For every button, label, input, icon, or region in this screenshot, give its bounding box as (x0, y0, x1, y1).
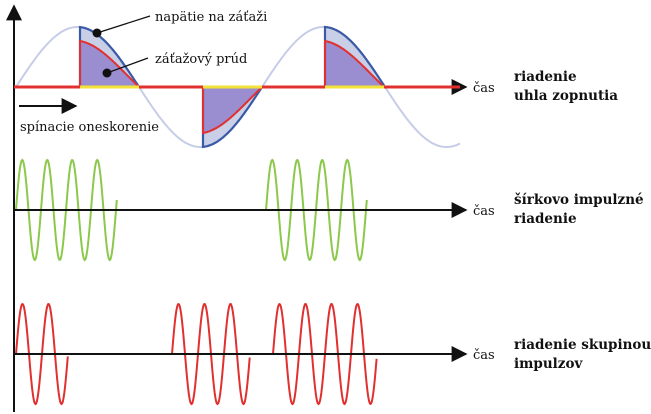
burst-wave-1 (15, 302, 69, 406)
conduction-bar-3 (325, 85, 384, 89)
load-voltage-curve-2 (201, 86, 263, 149)
load-current-leader (106, 57, 149, 74)
time-label-3: čas (473, 348, 495, 363)
panel-title-3-line1: riadenie skupinou (514, 337, 651, 353)
panel-title-2-line1: šírkovo impulzné (514, 192, 644, 208)
load-current-area-1 (80, 41, 139, 87)
load-voltage-curve-1 (78, 25, 140, 88)
load-voltage-label: napätie na záťaži (155, 10, 267, 25)
switching-delay-label: spínacie oneskorenie (20, 120, 159, 135)
pulse-width-wave-2 (265, 158, 368, 262)
load-voltage-leader (96, 15, 151, 34)
load-voltage-curve-3 (323, 25, 385, 87)
time-label-2: čas (473, 204, 495, 219)
phase-angle-panel: napätie na záťaži záťažový prúd spínacie… (14, 10, 618, 149)
load-current-curve-3 (324, 39, 385, 88)
pulse-width-panel: čas šírkovo impulzné riadenie (14, 158, 644, 262)
panel-title-3-line2: impulzov (514, 356, 583, 372)
burst-panel: čas riadenie skupinou impulzov (14, 302, 651, 406)
panel-title-2-line2: riadenie (514, 211, 577, 227)
load-current-area-3 (325, 41, 384, 87)
load-current-area-2 (203, 87, 262, 133)
conduction-bar-1 (80, 85, 139, 89)
load-current-label: záťažový prúd (155, 52, 247, 67)
time-label-1: čas (473, 81, 495, 96)
load-current-curve-2 (202, 86, 263, 135)
conduction-bar-2 (203, 85, 262, 89)
panel-title-1-line2: uhla zopnutia (514, 88, 618, 104)
load-current-curve-1 (79, 39, 140, 88)
panel-title-1-line1: riadenie (514, 69, 577, 85)
burst-wave-3 (272, 302, 378, 406)
pulse-width-wave-1 (15, 158, 118, 262)
